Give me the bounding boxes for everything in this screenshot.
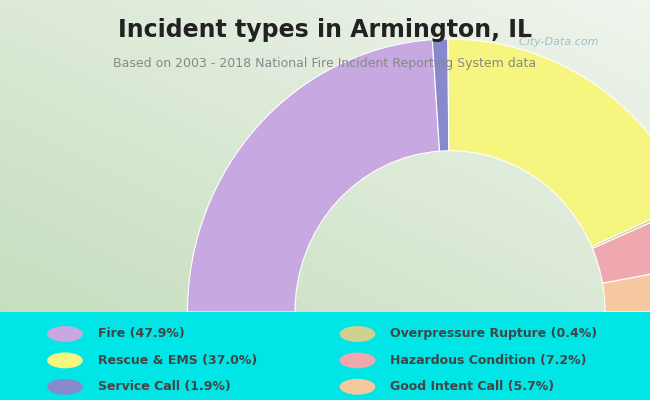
Wedge shape (603, 264, 650, 312)
Wedge shape (448, 39, 650, 247)
Wedge shape (592, 201, 650, 248)
Text: Hazardous Condition (7.2%): Hazardous Condition (7.2%) (390, 354, 586, 367)
Text: Based on 2003 - 2018 National Fire Incident Reporting System data: Based on 2003 - 2018 National Fire Incid… (114, 57, 536, 70)
Text: Fire (47.9%): Fire (47.9%) (98, 328, 184, 340)
Text: Incident types in Armington, IL: Incident types in Armington, IL (118, 18, 532, 42)
Ellipse shape (340, 326, 376, 342)
Wedge shape (592, 204, 650, 283)
Ellipse shape (47, 326, 83, 342)
Text: Overpressure Rupture (0.4%): Overpressure Rupture (0.4%) (390, 328, 597, 340)
Text: Good Intent Call (5.7%): Good Intent Call (5.7%) (390, 380, 554, 393)
Ellipse shape (340, 379, 376, 395)
Ellipse shape (47, 352, 83, 368)
Text: Rescue & EMS (37.0%): Rescue & EMS (37.0%) (98, 354, 257, 367)
Ellipse shape (47, 379, 83, 395)
Text: Service Call (1.9%): Service Call (1.9%) (98, 380, 230, 393)
Wedge shape (187, 40, 439, 312)
Ellipse shape (340, 352, 376, 368)
Text: City-Data.com: City-Data.com (512, 38, 598, 48)
Wedge shape (432, 39, 448, 151)
